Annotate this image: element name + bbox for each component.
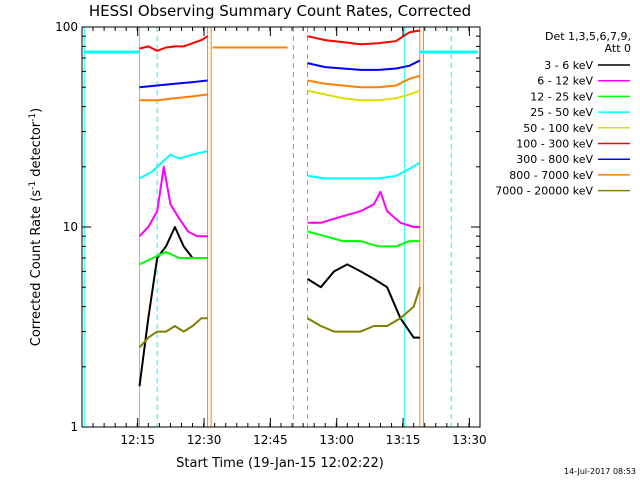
series-2 <box>138 165 420 238</box>
legend-label-5: 50 - 100 keV <box>523 122 593 135</box>
series-6-segment-2 <box>307 29 421 46</box>
chart-title: HESSI Observing Summary Count Rates, Cor… <box>89 2 471 20</box>
series-4 <box>139 150 421 180</box>
series-6-segment-1 <box>139 35 209 52</box>
legend-label-6: 100 - 300 keV <box>516 138 593 151</box>
x-tick-label-2: 12:30 <box>187 433 222 447</box>
x-tick-label-6: 13:30 <box>452 433 487 447</box>
series-4-segment-2 <box>307 161 421 180</box>
series-8 <box>139 46 421 102</box>
y-axis-label-sup1: -1 <box>28 181 38 190</box>
legend-label-2: 6 - 12 keV <box>537 75 593 88</box>
series-5 <box>307 89 421 102</box>
series-8-segment-3 <box>307 74 421 89</box>
x-axis-label: Start Time (19-Jan-15 12:02:22) <box>176 456 384 471</box>
series-2-segment-1 <box>138 165 208 238</box>
y-axis-label: Corrected Count Rate (s-1 detector-1) <box>28 108 44 346</box>
y-tick-label-2: 10 <box>63 220 78 234</box>
marker-layer <box>83 27 452 427</box>
x-tick-label-3: 12:45 <box>253 433 288 447</box>
series-5-segment-1 <box>307 89 421 102</box>
legend-header-line-2: Att 0 <box>605 42 631 55</box>
y-axis-label-sup2: -1 <box>28 113 38 122</box>
series-1-segment-2 <box>306 263 420 339</box>
series-3-segment-2 <box>307 230 420 248</box>
tick-layer: 12:15 12:30 12:45 13:00 13:15 13:30 1 10 100 <box>55 20 487 447</box>
x-tick-label-4: 13:00 <box>319 433 354 447</box>
series-9-segment-1 <box>138 317 208 349</box>
y-tick-label-3: 100 <box>55 20 78 34</box>
y-axis-label-mid: detector <box>29 121 44 181</box>
series-7-segment-1 <box>139 79 208 89</box>
date-stamp: 14-Jul-2017 08:53 <box>564 467 636 476</box>
y-axis-label-main: Corrected Count Rate (s <box>29 190 44 347</box>
legend-label-1: 3 - 6 keV <box>544 59 593 72</box>
legend-entries: 3 - 6 keV 6 - 12 keV 12 - 25 keV 25 - 50 ke… <box>495 59 630 198</box>
series-9-segment-2 <box>306 286 421 333</box>
series-4-segment-1 <box>139 150 208 180</box>
legend-header-line-1: Det 1,3,5,6,7,9, <box>545 30 631 43</box>
series-2-segment-2 <box>307 190 420 228</box>
y-tick-label-1: 1 <box>70 420 78 434</box>
legend-label-4: 25 - 50 keV <box>530 106 593 119</box>
x-tick-label-1: 12:15 <box>120 433 155 447</box>
x-tick-label-5: 13:15 <box>386 433 421 447</box>
series-layer <box>138 29 421 387</box>
legend-label-7: 300 - 800 keV <box>516 153 593 166</box>
legend: Det 1,3,5,6,7,9, Att 0 3 - 6 keV 6 - 12 k… <box>495 30 631 198</box>
series-7-segment-2 <box>307 59 421 71</box>
legend-label-3: 12 - 25 keV <box>530 90 593 103</box>
series-7 <box>139 59 421 89</box>
series-3 <box>139 230 420 266</box>
series-9 <box>138 286 421 349</box>
series-8-segment-1 <box>139 93 208 102</box>
series-6 <box>139 29 421 52</box>
series-3-segment-1 <box>139 251 208 266</box>
legend-label-9: 7000 - 20000 keV <box>495 185 593 198</box>
y-axis-label-end: ) <box>29 108 44 113</box>
legend-label-8: 800 - 7000 keV <box>509 169 593 182</box>
